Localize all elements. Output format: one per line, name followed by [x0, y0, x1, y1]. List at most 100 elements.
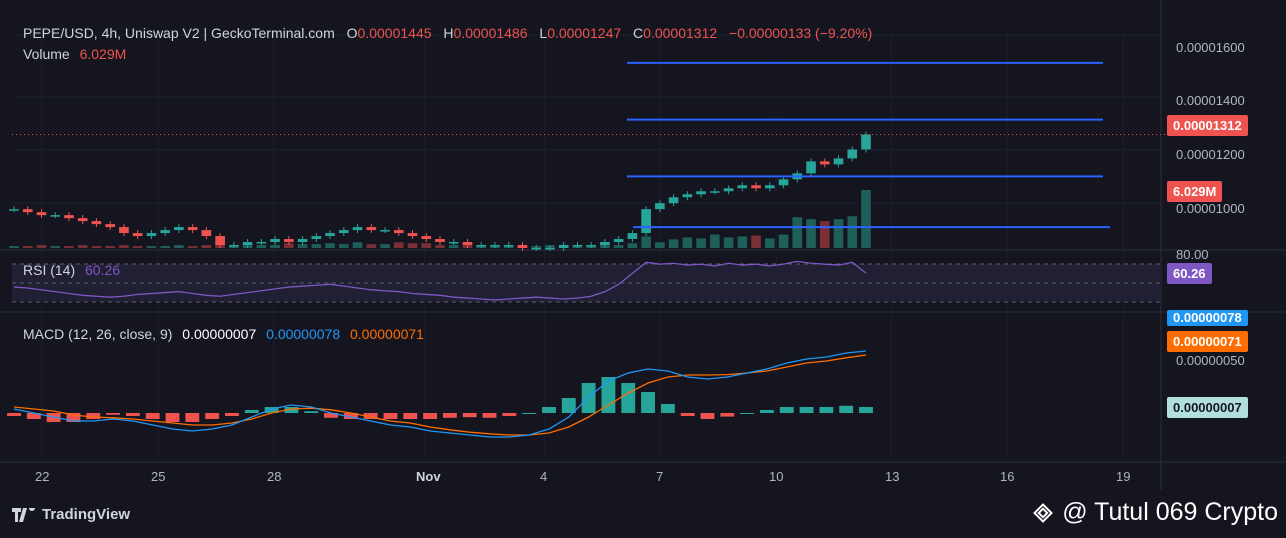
- candle-body: [242, 242, 253, 246]
- close-value: 0.00001312: [643, 25, 718, 41]
- macd-histogram-bar: [442, 413, 457, 418]
- time-tick: 28: [267, 469, 282, 484]
- last-price-label: 0.00001312: [1167, 115, 1248, 136]
- volume-bar: [146, 246, 157, 248]
- hist-last-label: 0.00000007: [1167, 397, 1248, 418]
- volume-bar: [668, 239, 679, 248]
- macd-histogram-bar: [264, 407, 279, 413]
- volume-bar: [682, 237, 693, 248]
- tradingview-label: TradingView: [42, 506, 131, 523]
- candle-body: [174, 227, 184, 231]
- volume-bar: [710, 234, 720, 248]
- macd-line-value: 0.00000078: [266, 326, 341, 342]
- volume-bar: [613, 245, 624, 248]
- macd-histogram-bar: [106, 413, 121, 415]
- candle-body: [668, 197, 679, 204]
- candle-body: [393, 230, 404, 234]
- volume-last-label: 6.029M: [1167, 181, 1223, 202]
- candle-body: [696, 191, 706, 195]
- candle-body: [778, 179, 789, 186]
- macd-histogram-bar: [165, 413, 180, 422]
- low-label: L: [539, 25, 548, 41]
- candle-body: [270, 239, 280, 243]
- time-tick: 25: [151, 469, 166, 484]
- candle-body: [435, 239, 445, 243]
- macd-histogram-bar: [145, 413, 160, 419]
- candle-body: [366, 227, 377, 231]
- volume-bar: [9, 246, 19, 248]
- macd-histogram-bar: [720, 413, 735, 417]
- time-tick: 22: [35, 469, 50, 484]
- candle-body: [421, 236, 432, 240]
- volume-bar: [22, 246, 33, 248]
- macd-histogram-bar: [482, 413, 497, 418]
- rsi-line: [13, 260, 867, 301]
- candle-body: [160, 230, 170, 234]
- macd-tick-mid: 0.00000050: [1176, 353, 1245, 368]
- volume-bar: [792, 217, 803, 248]
- macd-signal-value: 0.00000071: [350, 326, 424, 342]
- macd-histogram-bar: [7, 413, 21, 416]
- candle-body: [380, 230, 390, 232]
- rsi-label[interactable]: RSI (14): [23, 262, 76, 278]
- candle-body: [476, 245, 487, 247]
- volume-legend: Volume 6.029M: [23, 46, 126, 62]
- macd-histogram-bar: [66, 413, 81, 422]
- open-value: 0.00001445: [357, 25, 432, 41]
- candle-body: [50, 215, 61, 217]
- rsi-last-label: 60.26: [1167, 263, 1212, 284]
- low-value: 0.00001247: [547, 25, 622, 41]
- time-tick: 19: [1116, 469, 1131, 484]
- macd-histogram-bar: [284, 407, 299, 413]
- binance-square-icon: [1033, 502, 1054, 523]
- candle-body: [490, 245, 500, 247]
- volume-bar: [311, 244, 322, 248]
- candle-body: [764, 185, 775, 189]
- macd-histogram-bar: [225, 413, 239, 416]
- rsi-value: 60.26: [85, 262, 121, 278]
- candle-body: [751, 185, 761, 189]
- watermark: @ Tutul 069 Crypto: [1030, 498, 1278, 527]
- macd-histogram-bar: [205, 413, 220, 419]
- volume-bar: [297, 244, 308, 248]
- tradingview-logo[interactable]: TradingView: [12, 506, 130, 523]
- watermark-text: @ Tutul 069 Crypto: [1062, 498, 1278, 526]
- volume-bar: [256, 245, 267, 248]
- candle-body: [586, 245, 596, 247]
- macd-histogram-bar: [700, 413, 715, 419]
- candle-body: [64, 215, 74, 219]
- volume-bar: [806, 219, 816, 248]
- candle-body: [448, 242, 459, 244]
- macd-histogram-bar: [502, 413, 517, 416]
- macd-label[interactable]: MACD (12, 26, close, 9): [23, 326, 173, 342]
- time-tick: 10: [769, 469, 784, 484]
- macd-histogram-bar: [779, 407, 794, 413]
- volume-bar: [819, 221, 830, 248]
- macd-histogram-bar: [522, 413, 537, 414]
- candle-body: [215, 236, 225, 246]
- candle-body: [311, 236, 322, 240]
- candle-body: [558, 245, 569, 248]
- volume-bar: [352, 242, 363, 248]
- macd-histogram-bar: [324, 413, 338, 418]
- candle-body: [36, 212, 47, 216]
- candle-body: [132, 233, 143, 237]
- volume-bar: [627, 243, 638, 248]
- volume-bar: [723, 237, 734, 248]
- candle-body: [407, 233, 418, 237]
- time-tick: Nov: [416, 469, 441, 484]
- macd-histogram-bar: [363, 413, 378, 419]
- candle-body: [861, 134, 871, 150]
- volume-bar: [77, 245, 88, 248]
- macd-histogram-bar: [304, 411, 319, 413]
- volume-bar: [696, 238, 706, 248]
- volume-label[interactable]: Volume: [23, 46, 70, 62]
- symbol-title[interactable]: PEPE/USD, 4h, Uniswap V2 | GeckoTerminal…: [23, 25, 335, 41]
- volume-bar: [655, 242, 665, 248]
- macd-histogram-bar: [423, 413, 438, 419]
- tradingview-icon: [12, 507, 35, 522]
- candle-body: [462, 242, 473, 246]
- macd-histogram-bar: [819, 407, 834, 413]
- price-tick-2: 0.00001400: [1176, 93, 1245, 108]
